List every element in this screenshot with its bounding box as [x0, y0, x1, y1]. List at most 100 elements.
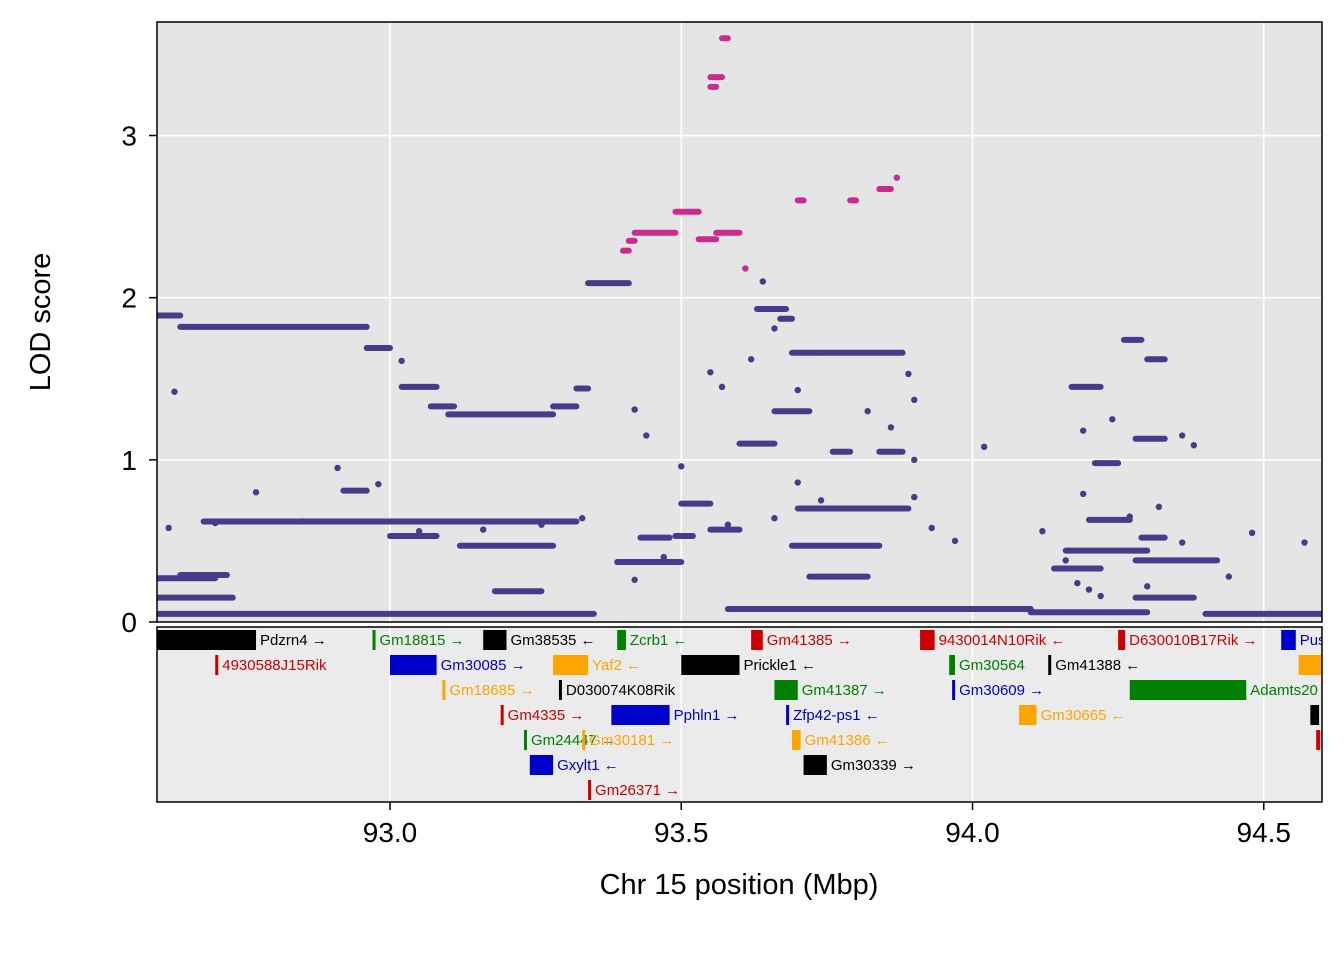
gene-label: Adamts20: [1250, 682, 1318, 699]
gene-box: [774, 680, 798, 700]
x-axis-title: Chr 15 position (Mbp): [600, 869, 879, 901]
gene: Gm30181 →: [582, 730, 674, 750]
gene-label: Gm18685 →: [449, 682, 534, 699]
lod-point: [794, 386, 801, 394]
y-tick-label: 3: [121, 121, 137, 152]
x-tick-label: 93.0: [363, 817, 418, 848]
lod-point: [771, 325, 778, 332]
x-tick-label: 94.0: [945, 817, 1000, 848]
lod-point: [928, 524, 935, 532]
lod-point: [794, 479, 801, 486]
lod-point: [631, 576, 638, 584]
gene-label: Gm30181 →: [589, 732, 674, 749]
lod-series-main: [157, 278, 1322, 617]
lod-point: [1039, 527, 1046, 535]
gene-label: D030074K08Rik: [566, 682, 676, 699]
gene-track: Pdzrn4 → Gm18815 → Gm38535 ← Zcrb1 ← Gm41385…: [157, 630, 1332, 800]
lod-point: [864, 407, 871, 415]
gene-box: [390, 655, 437, 675]
lod-point: [771, 515, 778, 522]
gene-box: [803, 755, 827, 775]
lod-point: [747, 356, 755, 363]
lod-point: [1062, 557, 1069, 564]
lod-point: [911, 456, 918, 464]
x-tick-label: 93.5: [654, 817, 709, 848]
gene: 9430014N10Rik ←: [920, 630, 1065, 650]
gene-box: [215, 655, 219, 675]
gene-label: Gm24447 →: [531, 732, 616, 749]
x-axis-ticks: 93.0 93.5 94.0 94.5: [363, 802, 1291, 848]
gene-label: Pdzrn4 →: [260, 632, 327, 649]
gene-box: [1281, 630, 1296, 650]
lod-point: [817, 497, 825, 504]
gene-box: [751, 630, 763, 650]
gene-label: Gxylt1 ←: [557, 757, 619, 774]
gene: Prickle1 ←: [681, 655, 816, 675]
gene-label: T: [1323, 707, 1332, 724]
lod-point: [1155, 503, 1163, 511]
gene-label: 4930588J15Rik: [222, 657, 327, 674]
gene: D030074K08Rik: [558, 680, 676, 700]
lod-point: [759, 278, 766, 285]
lod-point: [893, 174, 900, 181]
gene: Gm30665 ←: [1019, 705, 1126, 725]
gene: Yaf2 ←: [553, 655, 641, 675]
lod-points: [157, 35, 1322, 617]
gene-box: [949, 655, 956, 675]
gene-label: Gm4335 →: [508, 707, 585, 724]
gene-label: Gm18815 →: [380, 632, 465, 649]
lod-point: [678, 463, 685, 470]
gene-panel-border: [156, 626, 1323, 803]
gene: Gxylt1 ←: [529, 755, 619, 775]
lod-point: [480, 526, 487, 533]
gene-box: [1118, 630, 1126, 650]
gene-box: [1298, 655, 1322, 675]
gene-label: Prickle1 ←: [744, 657, 817, 674]
gene-label: Gm41385 →: [767, 632, 852, 649]
gene: Pdzrn4 →: [157, 630, 327, 650]
lod-series-highlight: [620, 35, 900, 272]
gene: Gm24447 →: [523, 730, 616, 750]
gene: Il: [1298, 655, 1322, 675]
lod-point: [375, 480, 382, 488]
lod-point: [579, 515, 586, 522]
lod-point: [212, 519, 219, 527]
gene-box: [500, 705, 504, 725]
gene: Gm38535 ←: [483, 630, 596, 650]
gene-label: Gm41387 →: [802, 682, 887, 699]
gene-box: [952, 680, 956, 700]
lod-point: [1179, 432, 1186, 439]
lod-point: [724, 521, 732, 528]
lod-point: [1074, 579, 1081, 587]
gene: Gm30564: [949, 655, 1025, 675]
gene: [1316, 730, 1321, 750]
lod-point: [951, 537, 959, 545]
gene-box: [483, 630, 507, 650]
gene: Gm41388 ←: [1048, 655, 1140, 675]
gene: T: [1310, 705, 1332, 725]
lod-point: [171, 388, 178, 395]
lod-point: [165, 524, 172, 532]
gene-label: D630010B17Rik →: [1129, 632, 1257, 649]
gene-box: [523, 730, 527, 750]
lod-point: [299, 518, 306, 525]
gene-panel-background: [157, 627, 1322, 802]
gene: Gm18815 →: [372, 630, 465, 650]
gene-label: Gm30665 ←: [1041, 707, 1126, 724]
lod-point: [911, 493, 918, 501]
y-axis-ticks: 0 1 2 3: [121, 121, 157, 638]
gene: Gm30085 →: [390, 655, 526, 675]
gene: Gm41386 ←: [791, 730, 890, 750]
lod-point: [1079, 490, 1087, 498]
gene-box: [1048, 655, 1052, 675]
lod-point: [742, 265, 749, 272]
gene-label: Zfp42-ps1 ←: [793, 707, 880, 724]
gene-box: [1129, 680, 1247, 700]
y-axis-title: LOD score: [25, 253, 57, 392]
gene-box: [681, 655, 740, 675]
lod-point: [252, 489, 260, 496]
lod-point: [1179, 539, 1186, 546]
gene: Gm26371 →: [588, 780, 680, 800]
gene: Pphln1 →: [611, 705, 739, 725]
y-tick-label: 2: [121, 283, 137, 314]
